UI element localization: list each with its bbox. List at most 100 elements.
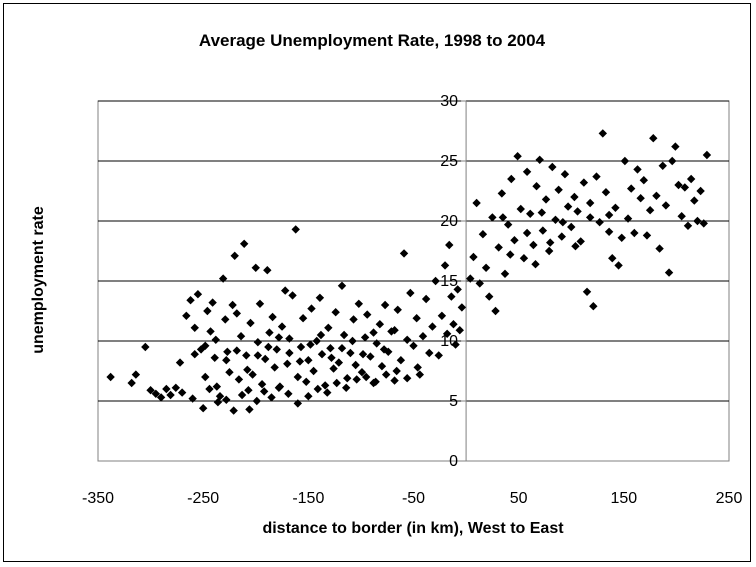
- data-point: [309, 366, 318, 376]
- data-point: [320, 381, 330, 390]
- data-point: [604, 210, 614, 220]
- data-point: [188, 394, 197, 403]
- data-point: [298, 314, 308, 323]
- data-point: [686, 174, 696, 184]
- data-point: [304, 392, 313, 401]
- data-point: [252, 396, 262, 406]
- x-tick-label: 150: [610, 490, 637, 507]
- data-point: [285, 348, 294, 358]
- data-point: [434, 351, 443, 360]
- data-point: [315, 293, 325, 302]
- data-point: [409, 341, 418, 350]
- data-point: [457, 303, 467, 312]
- data-point: [674, 180, 683, 190]
- data-point: [447, 292, 456, 301]
- data-point: [208, 298, 217, 307]
- data-point: [544, 246, 554, 256]
- data-point: [283, 359, 292, 368]
- x-tick-label: -250: [187, 490, 219, 507]
- data-point: [503, 220, 513, 229]
- data-point: [234, 375, 244, 384]
- data-point: [264, 342, 273, 352]
- x-axis-label: distance to border (in km), West to East: [262, 520, 564, 537]
- data-point: [554, 185, 563, 194]
- data-point: [469, 252, 478, 262]
- data-point: [267, 393, 276, 402]
- data-point: [363, 310, 372, 319]
- data-point: [272, 345, 281, 354]
- data-point: [475, 279, 484, 288]
- data-point: [604, 227, 614, 236]
- data-point: [146, 386, 155, 395]
- data-point: [222, 395, 231, 404]
- data-point: [317, 350, 327, 359]
- data-point: [560, 170, 570, 179]
- data-point: [576, 237, 585, 246]
- data-point: [418, 332, 428, 341]
- data-point: [582, 287, 592, 296]
- axes: [98, 100, 729, 462]
- data-point: [557, 232, 566, 241]
- data-point: [585, 198, 595, 208]
- data-point: [268, 312, 277, 322]
- data-point: [244, 386, 253, 395]
- data-point: [296, 342, 306, 352]
- data-point: [579, 178, 589, 187]
- data-point: [592, 172, 601, 181]
- data-point: [453, 285, 462, 294]
- data-point: [277, 322, 287, 331]
- data-point: [288, 291, 297, 300]
- data-point: [222, 356, 231, 365]
- data-point: [229, 406, 238, 415]
- data-point: [478, 230, 488, 239]
- data-point: [334, 358, 344, 367]
- data-point: [491, 306, 500, 316]
- data-point: [343, 374, 352, 383]
- data-point: [190, 350, 199, 359]
- data-point: [664, 268, 674, 277]
- data-point: [548, 162, 557, 172]
- data-point: [295, 357, 305, 366]
- data-point: [558, 218, 568, 227]
- data-point: [413, 363, 422, 372]
- data-point: [567, 222, 576, 232]
- y-tick-label: 5: [449, 393, 458, 410]
- data-point: [337, 344, 347, 353]
- data-point: [455, 326, 464, 335]
- data-point: [354, 299, 364, 308]
- data-point: [445, 240, 454, 250]
- data-point: [285, 334, 294, 343]
- data-point: [293, 372, 303, 382]
- data-point: [620, 156, 630, 166]
- data-point: [245, 405, 254, 414]
- data-point: [513, 152, 522, 161]
- data-point: [201, 341, 210, 350]
- y-tick-label: 20: [440, 213, 458, 230]
- data-point: [516, 204, 525, 214]
- data-point: [488, 213, 497, 222]
- data-point: [307, 304, 316, 313]
- data-point: [425, 348, 434, 358]
- data-point: [228, 300, 237, 310]
- data-point: [601, 188, 611, 197]
- data-point: [526, 209, 535, 218]
- data-point: [655, 244, 664, 253]
- data-point: [182, 311, 191, 320]
- data-point: [186, 296, 195, 305]
- data-point: [506, 250, 515, 259]
- data-point: [546, 238, 555, 247]
- data-point: [589, 302, 598, 311]
- data-point: [284, 389, 293, 398]
- data-point: [421, 294, 431, 304]
- data-point: [253, 351, 263, 360]
- data-point: [326, 344, 335, 353]
- data-point: [617, 233, 626, 242]
- data-point: [171, 383, 181, 392]
- data-point: [274, 333, 284, 342]
- data-point: [661, 201, 671, 210]
- data-point: [652, 191, 661, 200]
- data-point: [608, 254, 617, 263]
- data-point: [253, 338, 263, 347]
- data-point: [131, 370, 141, 379]
- data-point: [198, 404, 208, 413]
